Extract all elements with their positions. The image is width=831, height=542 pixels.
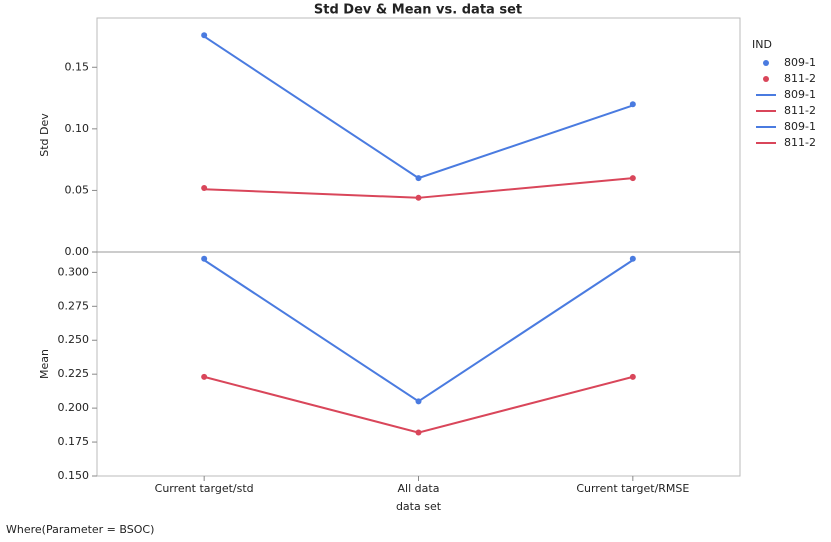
y-tick-label: 0.275 [58,299,90,312]
legend-label: 811-2 [784,104,816,117]
series-line [203,35,634,180]
legend-label: 811-2 [784,136,816,149]
x-axis-label: data set [396,500,442,513]
y-tick-label: 0.175 [58,435,90,448]
x-tick-label: All data [398,482,440,495]
legend-label: 811-2 [784,72,816,85]
legend-label: 809-1 [784,56,816,69]
legend-label: 809-1 [784,88,816,101]
y-tick-label: 0.15 [65,60,90,73]
y-tick-label: 0.150 [58,469,90,482]
series-line [203,259,634,403]
footer: Where(Parameter = BSOC) [6,523,154,536]
legend-label: 809-1 [784,120,816,133]
y-tick-label: 0.05 [65,183,90,196]
series-line [204,177,633,199]
y-tick-label: 0.225 [58,367,90,380]
y-tick-label: 0.250 [58,333,90,346]
legend-marker [763,76,769,82]
y-axis-label: Mean [38,349,51,379]
y-tick-label: 0.00 [65,245,90,258]
chart-title: Std Dev & Mean vs. data set [314,3,522,18]
y-tick-label: 0.10 [65,122,90,135]
series-line [203,375,634,434]
x-tick-label: Current target/RMSE [576,482,689,495]
legend-marker [763,60,769,66]
y-tick-label: 0.300 [58,265,90,278]
plot-frame [96,17,741,477]
legend-title: IND [752,38,772,51]
x-tick-label: Current target/std [155,482,254,495]
y-axis-label: Std Dev [38,113,51,157]
y-tick-label: 0.200 [58,401,90,414]
